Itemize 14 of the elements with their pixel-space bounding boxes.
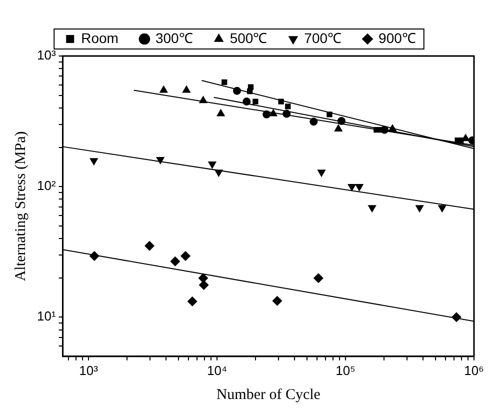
y-tick-label: 10¹ <box>36 308 56 324</box>
legend-label: 300℃ <box>155 30 193 46</box>
legend-label: 500℃ <box>230 30 268 46</box>
y-tick-label: 10³ <box>36 48 56 63</box>
legend-label: Room <box>81 30 118 46</box>
y-axis-title: Alternating Stress (MPa) <box>12 131 29 282</box>
x-tick-label: 10⁵ <box>336 362 356 378</box>
legend-label: 700℃ <box>304 30 342 46</box>
legend-label: 900℃ <box>378 30 416 46</box>
x-tick-label: 10³ <box>79 362 99 378</box>
y-tick-label: 10² <box>36 178 56 194</box>
x-axis-title: Number of Cycle <box>216 386 321 403</box>
x-tick-label: 10⁶ <box>464 362 484 378</box>
x-tick-label: 10⁴ <box>207 362 228 378</box>
